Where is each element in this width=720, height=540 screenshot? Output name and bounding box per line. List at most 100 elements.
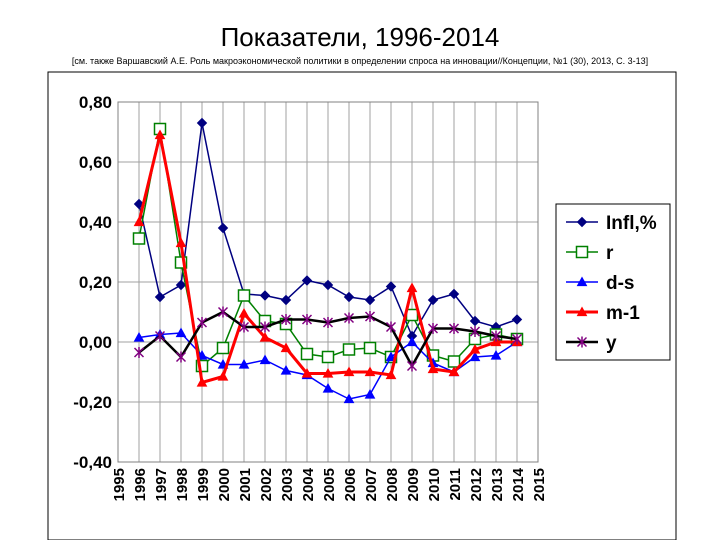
legend-marker — [576, 216, 588, 228]
data-point — [238, 358, 250, 369]
data-point — [322, 279, 334, 291]
x-tick-label: 1997 — [153, 468, 170, 501]
legend-marker — [576, 306, 588, 317]
data-point — [217, 222, 229, 234]
data-point — [385, 281, 397, 292]
data-point — [133, 331, 145, 342]
x-tick-label: 2007 — [363, 468, 380, 501]
legend-label: r — [606, 243, 614, 264]
data-point — [280, 314, 292, 325]
y-tick-label: 0,40 — [79, 213, 112, 232]
data-point — [217, 370, 229, 381]
x-tick-label: 2000 — [216, 468, 233, 501]
x-tick-label: 1999 — [195, 468, 212, 501]
page-subtitle: [см. также Варшавский А.Е. Роль макроэко… — [71, 56, 649, 66]
x-tick-label: 2006 — [342, 468, 359, 501]
x-tick-label: 2009 — [405, 468, 422, 501]
data-point — [133, 216, 145, 227]
data-point — [364, 366, 376, 377]
data-point — [154, 291, 166, 303]
data-point — [469, 351, 481, 362]
legend-marker — [576, 336, 588, 348]
data-point — [427, 294, 439, 306]
x-tick-label: 2011 — [447, 468, 464, 501]
data-point — [259, 290, 271, 301]
legend-label: Infl,% — [606, 213, 657, 234]
y-tick-label: 0,20 — [79, 273, 112, 292]
data-point — [448, 323, 460, 334]
x-tick-label: 2013 — [489, 468, 506, 501]
x-tick-label: 2008 — [384, 468, 401, 501]
data-point — [217, 306, 229, 318]
data-point — [364, 388, 376, 399]
data-point — [196, 317, 208, 328]
x-tick-label: 2014 — [510, 467, 527, 501]
data-point — [385, 351, 397, 362]
data-point — [301, 367, 313, 378]
data-point — [427, 323, 439, 334]
data-point — [448, 288, 460, 300]
x-tick-label: 2001 — [237, 468, 254, 501]
y-tick-label: 0,00 — [79, 333, 112, 352]
legend-label: m-1 — [606, 303, 640, 324]
data-point — [364, 294, 376, 306]
legend-label: d-s — [606, 273, 635, 294]
x-tick-label: 2002 — [258, 468, 275, 501]
x-tick-label: 1998 — [174, 468, 191, 501]
data-point — [301, 275, 313, 286]
data-point — [343, 366, 355, 377]
data-point — [175, 279, 187, 291]
data-point — [322, 382, 334, 393]
x-tick-label: 2003 — [279, 468, 296, 501]
y-tick-label: -0,20 — [73, 393, 112, 412]
x-tick-label: 2004 — [300, 467, 317, 501]
data-point — [511, 314, 523, 325]
page-title: Показатели, 1996-2014 — [220, 22, 500, 52]
data-point — [133, 198, 145, 210]
data-point — [280, 342, 292, 353]
data-point — [154, 330, 166, 342]
data-point — [196, 117, 208, 129]
data-point — [406, 282, 418, 293]
data-point — [195, 359, 209, 373]
data-point — [385, 321, 397, 333]
data-point — [259, 331, 271, 342]
data-point — [447, 355, 461, 368]
legend-marker — [576, 276, 588, 287]
data-point — [196, 376, 208, 387]
x-tick-label: 2005 — [321, 468, 338, 501]
data-point — [385, 369, 397, 380]
y-tick-label: -0,40 — [73, 453, 112, 472]
data-point — [174, 256, 188, 269]
legend-box — [555, 203, 671, 361]
x-tick-label: 2010 — [426, 468, 443, 501]
data-point — [343, 393, 355, 404]
data-point — [490, 349, 502, 360]
data-point — [154, 129, 166, 140]
x-tick-label: 2012 — [468, 468, 485, 501]
x-tick-label: 1996 — [132, 468, 149, 501]
data-point — [343, 312, 355, 324]
data-point — [490, 336, 502, 347]
data-point — [469, 315, 481, 327]
data-point — [322, 367, 334, 378]
data-point — [342, 343, 356, 356]
data-point — [280, 294, 292, 306]
data-point — [427, 363, 439, 374]
legend-label: y — [606, 333, 617, 354]
data-point — [321, 350, 335, 364]
data-point — [216, 341, 230, 355]
data-point — [300, 347, 314, 361]
y-tick-label: 0,60 — [79, 153, 112, 172]
data-point — [343, 291, 355, 303]
data-point — [196, 349, 208, 360]
data-point — [238, 307, 250, 318]
data-point — [364, 311, 376, 322]
data-point — [259, 321, 271, 333]
legend-marker — [575, 245, 589, 259]
data-point — [132, 232, 146, 245]
data-point — [280, 364, 292, 375]
data-point — [175, 327, 187, 338]
data-point — [133, 347, 145, 358]
